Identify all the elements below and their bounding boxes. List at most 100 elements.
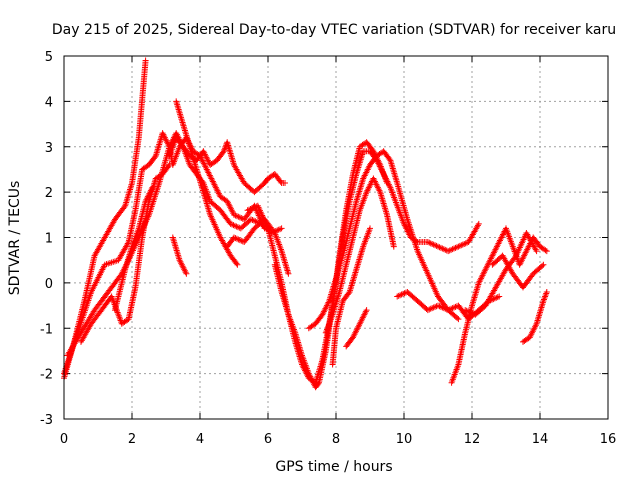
y-tick-label: -3 xyxy=(40,413,53,428)
data-point-marker xyxy=(252,218,259,225)
data-point-marker xyxy=(543,288,550,295)
data-point-marker xyxy=(246,206,253,213)
data-point-marker xyxy=(436,244,443,251)
series-arc-8 xyxy=(169,234,190,277)
data-point-marker xyxy=(432,303,439,310)
series-arc-1 xyxy=(61,57,149,382)
data-point-marker xyxy=(235,213,242,220)
data-point-marker xyxy=(275,226,282,233)
data-point-marker xyxy=(430,241,437,248)
data-point-marker xyxy=(149,184,156,191)
data-point-marker xyxy=(494,294,501,301)
data-point-marker xyxy=(233,223,240,230)
data-point-marker xyxy=(440,305,447,312)
x-tick-label: 2 xyxy=(128,432,136,447)
y-tick-label: 1 xyxy=(45,232,53,247)
data-point-marker xyxy=(233,260,240,267)
data-point-marker xyxy=(183,270,190,277)
data-point-marker xyxy=(427,305,434,312)
y-axis-label: SDTVAR / TECUs xyxy=(7,181,23,296)
data-point-marker xyxy=(496,293,503,300)
data-point-marker xyxy=(465,308,472,315)
data-point-marker xyxy=(466,309,473,316)
data-point-marker xyxy=(248,205,255,212)
x-tick-label: 14 xyxy=(532,432,549,447)
data-point-marker xyxy=(166,161,173,168)
y-tick-label: 2 xyxy=(45,186,53,201)
data-point-marker xyxy=(448,305,455,312)
data-point-marker xyxy=(442,305,449,312)
data-point-marker xyxy=(285,270,292,277)
data-point-marker xyxy=(449,246,456,253)
y-tick-label: 4 xyxy=(45,95,53,110)
data-point-marker xyxy=(235,236,242,243)
data-point-marker xyxy=(231,234,237,241)
data-point-marker xyxy=(437,244,444,251)
data-point-marker xyxy=(452,244,459,251)
data-point-marker xyxy=(493,294,500,301)
data-point-marker xyxy=(231,211,237,218)
x-tick-label: 8 xyxy=(332,432,340,447)
data-point-marker xyxy=(232,212,239,219)
data-point-marker xyxy=(248,216,254,223)
data-point-marker xyxy=(533,248,540,255)
data-point-marker xyxy=(250,204,257,211)
data-point-marker xyxy=(247,205,254,212)
data-point-marker xyxy=(475,220,482,227)
data-point-marker xyxy=(229,221,236,228)
data-point-marker xyxy=(142,57,149,64)
data-point-marker xyxy=(282,180,288,187)
data-point-marker xyxy=(236,214,243,221)
data-point-marker xyxy=(233,213,240,220)
data-point-marker xyxy=(395,292,402,299)
data-point-marker xyxy=(429,240,436,247)
data-point-marker xyxy=(439,304,446,311)
data-point-marker xyxy=(233,235,240,242)
series-arc-19 xyxy=(489,252,547,291)
x-tick-label: 4 xyxy=(196,432,204,447)
y-tick-label: 5 xyxy=(45,50,53,65)
data-point-marker xyxy=(429,305,436,312)
data-point-marker xyxy=(445,307,452,314)
data-point-marker xyxy=(394,293,401,300)
data-point-marker xyxy=(397,292,404,299)
data-point-marker xyxy=(315,380,322,387)
data-point-marker xyxy=(453,244,460,251)
series-arc-2 xyxy=(61,130,268,377)
data-point-marker xyxy=(539,262,546,269)
data-point-marker xyxy=(446,306,453,313)
data-point-marker xyxy=(437,303,444,310)
data-point-marker xyxy=(435,302,441,309)
data-point-marker xyxy=(398,291,405,298)
data-point-marker xyxy=(165,163,172,170)
data-point-marker xyxy=(384,180,390,187)
data-point-marker xyxy=(234,261,241,268)
data-point-marker xyxy=(449,305,456,312)
y-tick-label: -1 xyxy=(40,322,53,337)
data-point-marker xyxy=(455,316,462,323)
data-point-marker xyxy=(439,245,446,252)
data-point-marker xyxy=(436,303,443,310)
data-point-marker xyxy=(542,247,549,254)
data-point-marker xyxy=(440,246,447,253)
data-point-marker xyxy=(433,242,440,249)
data-point-marker xyxy=(236,237,243,244)
data-point-marker xyxy=(230,222,237,229)
series-arc-4 xyxy=(78,161,173,345)
y-tick-label: -2 xyxy=(40,368,53,383)
y-tick-label: 3 xyxy=(45,141,53,156)
data-point-marker xyxy=(451,304,458,311)
series-arc-13 xyxy=(322,175,397,336)
data-point-marker xyxy=(468,309,475,316)
data-point-marker xyxy=(278,225,285,232)
data-point-marker xyxy=(459,241,466,248)
data-point-marker xyxy=(227,220,234,227)
x-tick-label: 0 xyxy=(60,432,68,447)
data-point-marker xyxy=(432,242,439,249)
data-point-marker xyxy=(250,217,257,224)
data-point-marker xyxy=(232,235,239,242)
plot-area-frame xyxy=(63,55,609,420)
data-point-marker xyxy=(424,239,431,246)
